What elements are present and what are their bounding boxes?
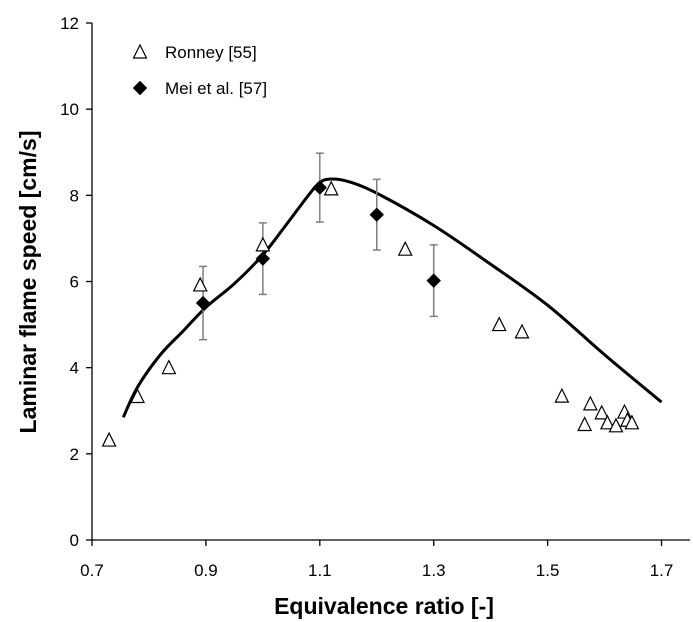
ronney-point xyxy=(577,416,593,432)
ronney-point xyxy=(255,236,271,252)
y-tick-label: 4 xyxy=(70,359,79,378)
ronney-point xyxy=(594,404,610,420)
x-tick-label: 1.3 xyxy=(422,561,446,580)
legend-label-ronney: Ronney [55] xyxy=(165,43,257,62)
ronney-point xyxy=(624,414,640,430)
ronney-point xyxy=(554,387,570,403)
y-tick-label: 6 xyxy=(70,273,79,292)
mei-point xyxy=(369,207,384,222)
ronney-point xyxy=(397,240,413,256)
x-tick-label: 1.1 xyxy=(308,561,332,580)
legend: Ronney [55] Mei et al. [57] xyxy=(132,43,267,98)
y-axis-title: Laminar flame speed [cm/s] xyxy=(15,131,41,434)
y-tick-label: 0 xyxy=(70,531,79,550)
x-axis-title: Equivalence ratio [-] xyxy=(274,593,494,619)
ronney-point xyxy=(514,323,530,339)
mei-point xyxy=(312,180,328,195)
legend-label-mei: Mei et al. [57] xyxy=(165,79,267,98)
legend-item-mei: Mei et al. [57] xyxy=(132,79,267,98)
y-tick-label: 12 xyxy=(60,14,79,33)
ronney-point xyxy=(582,395,598,411)
ronney-point xyxy=(130,388,146,404)
ronney-point xyxy=(608,417,624,433)
ronney-point xyxy=(161,359,177,375)
axes: 0 2 4 6 8 10 12 0.7 0.9 1.1 1.3 1.5 1.7 xyxy=(60,14,690,580)
x-tick-label: 1.5 xyxy=(536,561,560,580)
y-tick-label: 8 xyxy=(70,186,79,205)
x-tick-label: 1.7 xyxy=(650,561,674,580)
legend-item-ronney: Ronney [55] xyxy=(132,43,257,62)
x-tick-label: 0.7 xyxy=(80,561,104,580)
mei-point xyxy=(255,251,271,266)
ronney-point xyxy=(491,316,507,332)
ronney-point xyxy=(101,431,117,447)
error-bars xyxy=(199,152,438,341)
y-tick-label: 10 xyxy=(60,100,79,119)
data-markers xyxy=(101,180,640,447)
ronney-point xyxy=(192,276,208,292)
mei-point xyxy=(426,273,441,288)
x-tick-label: 0.9 xyxy=(194,561,218,580)
mei-point xyxy=(195,295,211,311)
legend-symbol-mei xyxy=(132,80,148,96)
ronney-point xyxy=(599,414,615,430)
y-tick-label: 2 xyxy=(70,445,79,464)
legend-symbol-ronney xyxy=(132,43,148,59)
ronney-point xyxy=(323,180,339,196)
